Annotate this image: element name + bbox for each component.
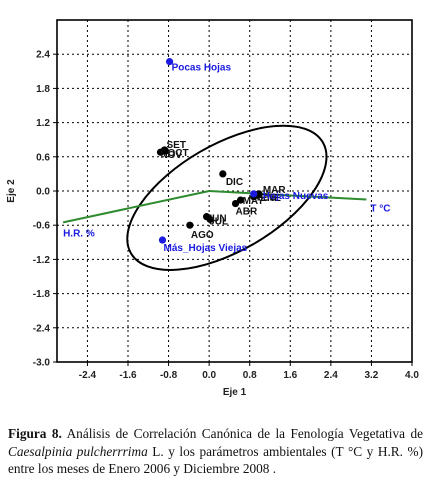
confidence-ellipse: [126, 124, 328, 271]
y-tick-label: -0.6: [33, 221, 51, 232]
data-point: [236, 196, 245, 204]
point-label: AGO: [191, 230, 214, 241]
point-label: NOV: [160, 150, 182, 161]
blue-point: [158, 236, 167, 244]
x-axis-ticks: -2.4 -1.6 -0.8 0.0 0.8 1.6 2.4 3.2 4.0: [79, 362, 419, 381]
point-label: ABR: [236, 207, 258, 218]
y-tick-label: -2.4: [33, 323, 51, 334]
x-tick-label: -2.4: [79, 370, 97, 381]
blue-point: [165, 58, 174, 66]
figure-caption: Figura 8. Análisis de Correlación Canóni…: [8, 425, 423, 478]
y-tick-label: -1.2: [33, 255, 51, 266]
x-tick-label: 2.4: [324, 370, 338, 381]
blue-point-label: Hojas Nuevas: [263, 191, 329, 202]
data-point: [255, 190, 263, 198]
figure-label: Figura 8.: [8, 426, 62, 441]
x-tick-label: 0.0: [202, 370, 216, 381]
point-label: JUN: [207, 214, 227, 225]
point-label: SET: [167, 140, 186, 151]
x-tick-label: -0.8: [160, 370, 178, 381]
y-tick-label: 2.4: [36, 50, 50, 61]
point-label: ENE: [260, 193, 281, 204]
vector-label: H.R. %: [63, 228, 95, 239]
y-tick-label: 0.6: [36, 152, 50, 163]
caption-text-1: Análisis de Correlación Canónica de la F…: [66, 426, 423, 441]
caption-text-2: L. y los parámetros ambientales (T °C y …: [8, 443, 424, 477]
blue-point: [250, 190, 258, 198]
y-tick-label: 1.2: [36, 118, 50, 129]
x-tick-label: 4.0: [405, 370, 419, 381]
x-tick-label: -1.6: [119, 370, 137, 381]
data-point: [219, 170, 227, 178]
environmental-vectors: T °C H.R. %: [62, 190, 390, 239]
y-axis-ticks: 2.4 1.8 1.2 0.6 0.0 -0.6 -1.2 -1.8 -2.4 -3.0: [33, 50, 57, 369]
point-label: FEB: [257, 193, 277, 204]
data-point: [206, 215, 214, 224]
vector-line: [209, 190, 367, 201]
vector-line: [62, 190, 210, 224]
data-point: [161, 147, 170, 155]
y-tick-label: -1.8: [33, 289, 51, 300]
cca-biplot: -2.4 -1.6 -0.8 0.0 0.8 1.6 2.4 3.2 4.0 2.4 1.8 1.2…: [6, 19, 419, 398]
grid-lines: [57, 20, 412, 362]
point-label: JUL: [209, 217, 228, 228]
blue-point-label: Pocas Hojas: [172, 63, 232, 74]
point-label: MAR: [263, 185, 287, 196]
vector-label: T °C: [370, 204, 390, 215]
data-point: [231, 199, 240, 208]
y-tick-label: -3.0: [33, 358, 51, 369]
x-tick-label: 3.2: [364, 370, 378, 381]
y-tick-label: 0.0: [36, 187, 50, 198]
x-axis-label: Eje 1: [223, 387, 247, 398]
point-label: DIC: [226, 177, 243, 188]
data-point: [186, 221, 194, 229]
x-tick-label: 0.8: [243, 370, 257, 381]
y-tick-label: 1.8: [36, 84, 50, 95]
caption-species: Caesalpinia pulcherrrima: [8, 443, 148, 459]
point-label: MAY: [243, 196, 265, 207]
y-axis-label: Eje 2: [6, 179, 17, 203]
confidence-ellipse-layer: [126, 124, 328, 271]
x-tick-label: 1.6: [283, 370, 297, 381]
blue-point-label: Más_Hojas Viejas: [163, 243, 247, 254]
point-label: OCT: [168, 148, 189, 159]
